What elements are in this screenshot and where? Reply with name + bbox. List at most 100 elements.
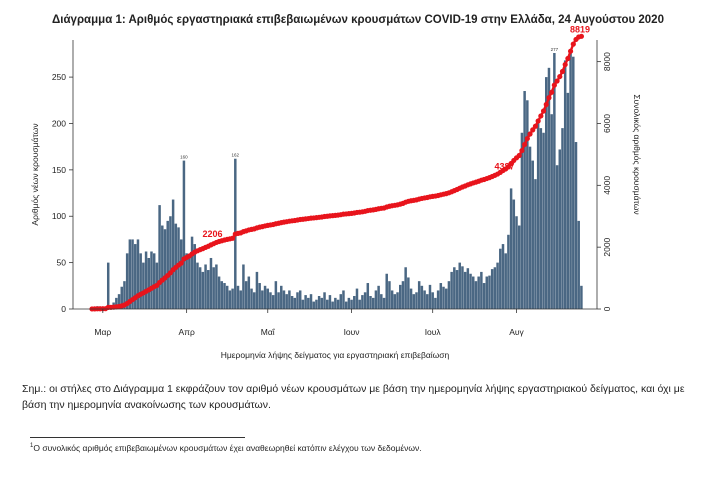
bar [280, 285, 283, 309]
bar [580, 285, 583, 309]
x-tick-label: Μαρ [94, 327, 111, 337]
bar [477, 276, 480, 309]
bar [566, 92, 570, 310]
bar [115, 297, 118, 309]
cumulative-point [546, 95, 552, 101]
bar [344, 301, 348, 309]
bar [501, 244, 505, 309]
bar [550, 114, 553, 310]
bar [490, 269, 494, 309]
bar [444, 288, 448, 309]
cumulative-point [178, 260, 184, 266]
bar [125, 253, 129, 309]
bar [439, 283, 443, 309]
bar [393, 294, 397, 309]
bar [358, 299, 361, 309]
bar [469, 273, 472, 309]
right-tick-label: 0 [602, 306, 612, 311]
cumulative-point [519, 147, 525, 154]
cumulative-point [540, 108, 547, 114]
chart-canvas: 0 50 100 150 200 250 0 2000 4000 6000 8000 Μαρ Απρ Μα… [30, 24, 642, 360]
cumulative-point [535, 118, 541, 124]
bar [207, 270, 210, 309]
bar [453, 267, 456, 309]
cumulative-point-label: 8819 [570, 24, 590, 34]
chart-axes: 0 50 100 150 200 250 0 2000 4000 6000 8000 Μαρ Απρ Μα… [30, 40, 642, 360]
bar [252, 292, 256, 309]
bar [312, 301, 315, 309]
bar [144, 251, 148, 309]
bar [474, 281, 478, 309]
bar [463, 271, 467, 309]
cumulative-point [532, 123, 539, 129]
bar [212, 267, 215, 309]
bar [545, 77, 548, 309]
bar [371, 297, 375, 309]
bar [458, 262, 461, 309]
bar [158, 205, 161, 309]
bar-data-label: 160 [180, 155, 188, 160]
cumulative-point [557, 73, 563, 80]
left-tick-label: 200 [52, 118, 66, 128]
footnote-marker: 1 [30, 443, 34, 450]
bar [304, 295, 307, 309]
bar [298, 290, 302, 309]
bar [374, 290, 378, 309]
footnote: 1Ο συνολικός αριθμός επιβεβαιωμένων κρου… [30, 443, 690, 453]
bar [423, 290, 426, 309]
bar [499, 248, 502, 309]
bar [347, 297, 351, 309]
bar [309, 294, 313, 309]
bar [528, 146, 532, 309]
cumulative-point [554, 78, 560, 84]
bar [290, 296, 294, 309]
bar [412, 294, 416, 309]
bar [317, 296, 321, 309]
bar [136, 239, 140, 309]
cumulative-point [559, 68, 566, 75]
bar [320, 297, 324, 309]
bar-data-label: 162 [232, 153, 240, 158]
bar [231, 288, 234, 309]
bar [296, 292, 299, 309]
bar [307, 297, 310, 309]
bar [496, 262, 499, 309]
bar [169, 216, 172, 309]
bar [493, 267, 497, 309]
bar [134, 244, 137, 309]
bar [526, 100, 529, 309]
right-tick-label: 8000 [602, 52, 612, 71]
bar [361, 295, 364, 309]
bar [436, 290, 440, 309]
bar [442, 286, 445, 309]
bar [182, 160, 186, 309]
bar [209, 257, 213, 309]
bar [377, 285, 380, 309]
bar [185, 253, 188, 309]
bar [247, 276, 251, 309]
bar [128, 239, 132, 309]
x-tick-label: Αυγ [509, 327, 524, 337]
bar [217, 276, 221, 309]
bar [472, 276, 475, 309]
bar [161, 225, 164, 309]
bar [382, 297, 386, 309]
bar [480, 271, 483, 309]
bar [366, 283, 370, 309]
right-tick-label: 4000 [602, 176, 612, 195]
bar [504, 253, 507, 309]
bar [409, 288, 413, 309]
bar [147, 257, 151, 309]
bar [401, 281, 405, 309]
bar [509, 188, 513, 309]
bar [539, 128, 543, 309]
bar [220, 281, 224, 309]
bar [558, 149, 562, 309]
bar [196, 262, 199, 309]
bar [342, 290, 345, 309]
bar [223, 283, 226, 309]
bar [515, 216, 518, 309]
cumulative-point [530, 127, 536, 133]
bar [255, 271, 259, 309]
cumulative-point [527, 131, 533, 137]
